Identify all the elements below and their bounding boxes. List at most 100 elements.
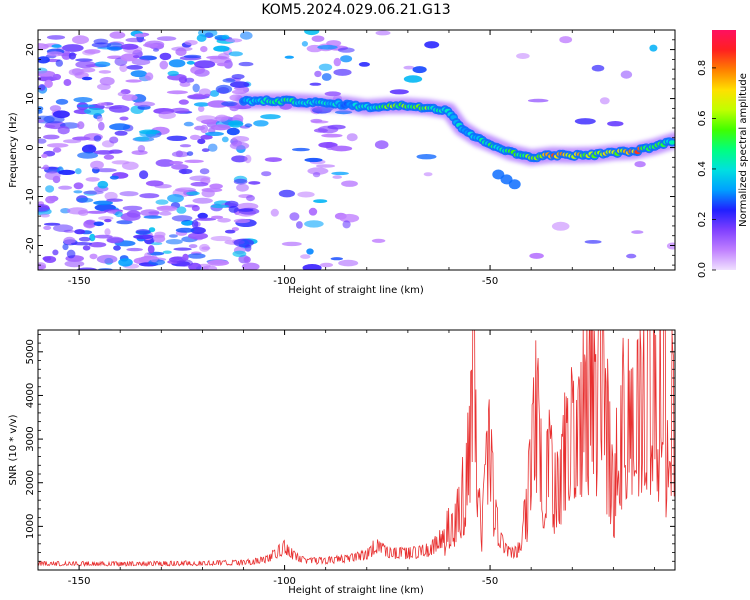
heatmap-noise-blob: [308, 207, 318, 216]
heatmap-y-ticks: 20 10 0 -10 -20: [25, 29, 675, 266]
heatmap-frame: [37, 29, 676, 271]
heatmap-noise-blob: [57, 126, 70, 135]
heatmap-noise-blob: [197, 212, 208, 220]
heatmap-noise-blob: [221, 136, 229, 143]
heatmap-noise-blob: [61, 44, 84, 52]
heatmap-noise-blob: [186, 60, 195, 65]
heatmap-noise-blob: [38, 70, 54, 74]
colorbar-label: Normalized spectral amplitude: [738, 73, 749, 227]
heatmap-noise-blob: [103, 154, 115, 160]
heatmap-noise-blob: [304, 220, 324, 228]
heatmap-noise-blob: [176, 206, 187, 214]
heatmap-noise-blob: [230, 81, 250, 88]
heatmap-noise-blob: [175, 227, 195, 233]
heatmap-noise-blob: [52, 73, 61, 81]
heatmap-noise-blob: [559, 36, 573, 44]
heatmap-noise-blob: [119, 64, 128, 73]
heatmap-noise-blob: [168, 234, 178, 238]
snr-series-line: [38, 330, 675, 567]
heatmap-noise-blob: [155, 199, 169, 205]
heatmap-noise-blob: [114, 130, 128, 136]
heatmap-noise-blob: [342, 220, 351, 229]
heatmap-noise-blob: [620, 70, 633, 79]
heatmap-noise-blob: [86, 210, 107, 214]
heatmap-noise-blob: [197, 138, 206, 145]
heatmap-noise-blob: [416, 154, 437, 160]
snr-y-ticks: 1000 2000 3000 4000 5000: [25, 333, 675, 562]
heatmap-noise-blob: [224, 229, 236, 234]
heatmap-noise-blob: [38, 204, 50, 212]
heatmap-noise-blob: [201, 189, 215, 198]
heatmap-noise-blob: [130, 70, 147, 78]
heatmap-noise-blob: [77, 267, 97, 270]
heatmap-noise-blob: [187, 94, 208, 100]
heatmap-noise-blob: [116, 220, 133, 225]
heatmap-noise-blob: [38, 56, 50, 64]
heatmap-noise-blob: [529, 252, 544, 259]
heatmap-noise-blob: [358, 62, 370, 67]
x-tick-label: -150: [68, 276, 91, 287]
heatmap-noise-blob: [184, 159, 204, 163]
heatmap-noise-blob: [173, 247, 192, 251]
heatmap-noise-blob: [516, 53, 530, 59]
heatmap-noise-blob: [233, 238, 254, 248]
heatmap-noise-blob: [106, 236, 124, 244]
heatmap-noise-blob: [184, 204, 199, 208]
heatmap-noise-blob: [104, 191, 118, 201]
heatmap-noise-blob: [310, 118, 323, 123]
heatmap-noise-blob: [244, 154, 252, 164]
heatmap-noise-blob: [117, 91, 126, 97]
heatmap-noise-blob: [321, 133, 343, 138]
heatmap-noise-blob: [131, 58, 151, 66]
heatmap-noise-blob: [297, 191, 315, 198]
heatmap-noise-blob: [126, 247, 143, 252]
heatmap-noise-blob: [90, 160, 104, 170]
heatmap-noise-blob: [207, 259, 230, 266]
x-tick-label: -100: [273, 576, 296, 587]
x-tick-label: -150: [68, 576, 91, 587]
colorbar-tick-label: 0.4: [697, 161, 708, 177]
heatmap-noise-blob: [98, 121, 105, 131]
y-tick-label: 10: [25, 92, 36, 105]
heatmap-noise-blob: [649, 44, 658, 52]
heatmap-noise-blob: [281, 241, 302, 247]
heatmap-noise-blob: [139, 170, 149, 180]
heatmap-noise-blob: [133, 234, 154, 240]
heatmap-noise-blob: [153, 48, 159, 52]
heatmap-noise-blob: [73, 190, 83, 194]
y-tick-label: 5000: [25, 339, 36, 364]
heatmap-noise-blob: [156, 205, 178, 212]
heatmap-noise-blob: [38, 138, 47, 144]
heatmap-noise-blob: [175, 187, 196, 192]
snr-panel: -150 -100 -50 1000 2000 3000 4000 5000 Height …: [8, 329, 676, 596]
heatmap-noise-blob: [591, 64, 605, 72]
heatmap-noise-blob: [77, 121, 85, 130]
heatmap-noise-blob: [115, 211, 123, 218]
heatmap-noise-blob: [333, 68, 352, 76]
heatmap-noise-blob: [264, 157, 282, 163]
heatmap-noise-blob: [68, 52, 76, 60]
heatmap-noise-blob: [238, 61, 254, 67]
heatmap-noise-blob: [231, 227, 239, 232]
heatmap-noise-blob: [166, 135, 188, 141]
heatmap-noise-blob: [375, 30, 391, 36]
y-tick-label: 1000: [25, 514, 36, 539]
heatmap-noise-blob: [253, 120, 269, 127]
heatmap-noise-blob: [167, 70, 179, 76]
y-tick-label: 4000: [25, 383, 36, 408]
heatmap-noise-blob: [341, 180, 358, 187]
heatmap-noise-blob: [89, 233, 96, 242]
heatmap-noise-blob: [228, 51, 243, 57]
heatmap-noise-blob: [389, 89, 409, 95]
colorbar-ticks: 0.0 0.2 0.4 0.6 0.8: [697, 60, 716, 278]
heatmap-noise-blob: [134, 136, 150, 141]
heatmap-noise-blob: [126, 65, 143, 70]
heatmap-noise-blob: [333, 57, 341, 67]
heatmap-noise-blob: [551, 221, 570, 231]
colorbar: 0.0 0.2 0.4 0.6 0.8 Normalized spectral ampl…: [697, 30, 749, 278]
heatmap-noise-blob: [111, 160, 130, 165]
heatmap-noise-blob: [248, 181, 261, 185]
heatmap-noise-blob: [55, 98, 69, 105]
heatmap-noise-blob: [171, 164, 189, 170]
heatmap-noise-blob: [67, 207, 88, 215]
